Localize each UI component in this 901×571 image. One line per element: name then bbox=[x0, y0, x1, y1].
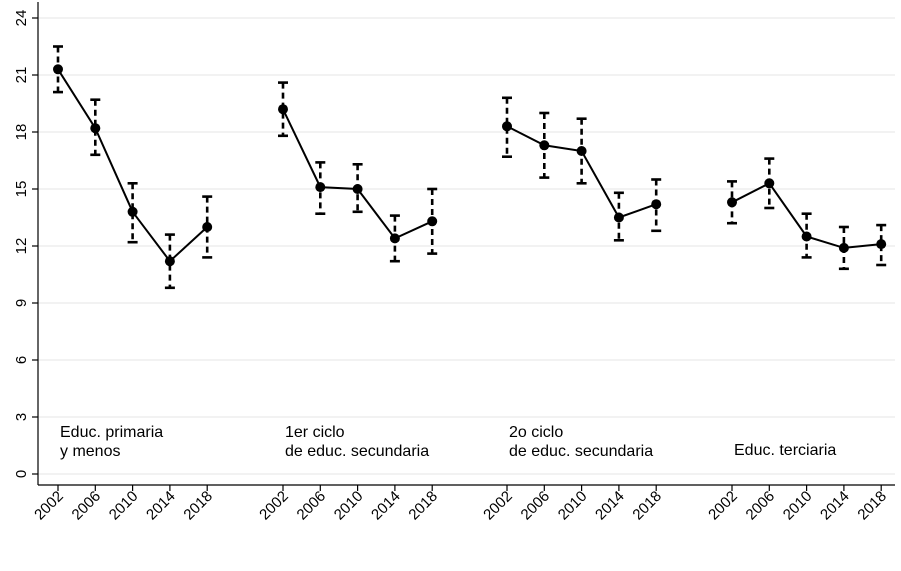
x-tick-label: 2014 bbox=[817, 488, 853, 524]
series-line bbox=[57, 68, 208, 263]
data-point bbox=[90, 123, 101, 134]
x-tick-label: 2006 bbox=[69, 488, 105, 524]
x-tick-label: 2002 bbox=[480, 488, 516, 524]
x-tick-label: 2018 bbox=[180, 488, 216, 524]
data-point bbox=[164, 256, 175, 267]
y-tick-label: 21 bbox=[13, 67, 30, 84]
x-tick-label: 2018 bbox=[405, 488, 441, 524]
data-point bbox=[53, 64, 63, 75]
data-point bbox=[278, 104, 288, 115]
data-point bbox=[502, 121, 512, 132]
group-label: 2o ciclo bbox=[509, 424, 563, 441]
x-tick-label: 2006 bbox=[294, 488, 330, 524]
y-tick-label: 9 bbox=[13, 299, 30, 307]
y-tick-label: 0 bbox=[13, 470, 30, 478]
x-tick-label: 2010 bbox=[780, 488, 816, 524]
group-label: y menos bbox=[60, 443, 120, 460]
y-tick-label: 24 bbox=[13, 10, 30, 27]
group-label: 1er ciclo bbox=[285, 424, 345, 441]
group-label: Educ. primaria bbox=[60, 424, 163, 441]
x-tick-label: 2018 bbox=[629, 488, 665, 524]
x-tick-label: 2006 bbox=[743, 488, 779, 524]
series-line bbox=[282, 108, 433, 240]
x-tick-label: 2002 bbox=[705, 488, 741, 524]
x-tick-label: 2018 bbox=[854, 488, 890, 524]
group-label: de educ. secundaria bbox=[509, 443, 653, 460]
y-tick-label: 12 bbox=[13, 238, 30, 255]
data-point bbox=[576, 146, 587, 156]
x-tick-label: 2014 bbox=[143, 488, 179, 524]
x-tick-label: 2014 bbox=[592, 488, 628, 524]
y-tick-label: 15 bbox=[13, 181, 30, 198]
group-label: de educ. secundaria bbox=[285, 443, 429, 460]
x-tick-label: 2002 bbox=[256, 488, 292, 524]
data-point bbox=[613, 212, 624, 223]
data-point bbox=[427, 216, 438, 227]
y-tick-label: 3 bbox=[13, 413, 30, 421]
x-tick-label: 2010 bbox=[555, 488, 591, 524]
data-point bbox=[838, 242, 849, 253]
x-tick-label: 2002 bbox=[31, 488, 67, 524]
data-point bbox=[651, 199, 662, 210]
x-tick-label: 2006 bbox=[518, 488, 554, 524]
data-point bbox=[352, 184, 363, 194]
data-point bbox=[764, 178, 775, 189]
data-point bbox=[202, 222, 213, 232]
data-point bbox=[876, 239, 887, 250]
y-tick-label: 18 bbox=[13, 124, 30, 141]
data-point bbox=[315, 182, 326, 193]
data-point bbox=[127, 206, 138, 217]
data-point bbox=[727, 197, 737, 208]
x-tick-label: 2010 bbox=[106, 488, 142, 524]
y-tick-label: 6 bbox=[13, 356, 30, 364]
data-point bbox=[539, 140, 550, 151]
x-tick-label: 2014 bbox=[368, 488, 404, 524]
x-tick-label: 2010 bbox=[331, 488, 367, 524]
data-point bbox=[389, 233, 400, 244]
group-label: Educ. terciaria bbox=[734, 442, 836, 459]
data-point bbox=[801, 231, 812, 242]
